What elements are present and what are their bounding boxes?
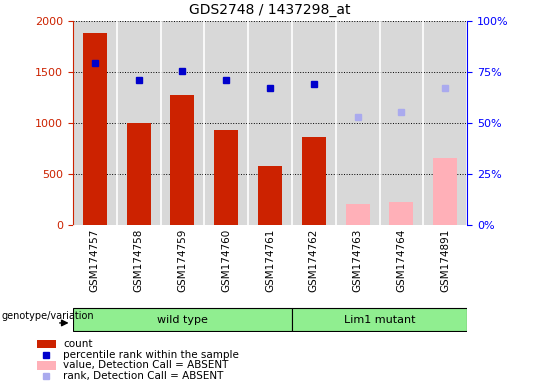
Text: wild type: wild type (157, 314, 208, 325)
FancyBboxPatch shape (73, 308, 292, 331)
Text: rank, Detection Call = ABSENT: rank, Detection Call = ABSENT (64, 371, 224, 381)
Bar (302, 137, 326, 225)
Text: genotype/variation: genotype/variation (2, 311, 94, 321)
Text: percentile rank within the sample: percentile rank within the sample (64, 349, 239, 359)
Bar (37, 361, 56, 369)
Text: GSM174763: GSM174763 (353, 228, 362, 292)
Bar (433, 159, 457, 225)
Bar (346, 204, 370, 225)
Text: GSM174762: GSM174762 (309, 228, 319, 292)
Text: count: count (64, 339, 93, 349)
Text: GSM174761: GSM174761 (265, 228, 275, 292)
Bar (126, 123, 151, 225)
Text: GSM174764: GSM174764 (396, 228, 407, 292)
Bar (258, 166, 282, 225)
Bar (214, 130, 238, 225)
Text: Lim1 mutant: Lim1 mutant (344, 314, 415, 325)
Bar (389, 202, 414, 225)
Title: GDS2748 / 1437298_at: GDS2748 / 1437298_at (189, 3, 351, 17)
Text: GSM174891: GSM174891 (440, 228, 450, 292)
Bar (170, 95, 194, 225)
Bar (83, 33, 107, 225)
Text: GSM174759: GSM174759 (178, 228, 187, 292)
FancyBboxPatch shape (292, 308, 467, 331)
Text: GSM174758: GSM174758 (133, 228, 144, 292)
Bar (37, 339, 56, 348)
Text: value, Detection Call = ABSENT: value, Detection Call = ABSENT (64, 360, 229, 370)
Text: GSM174760: GSM174760 (221, 228, 231, 292)
Text: GSM174757: GSM174757 (90, 228, 100, 292)
